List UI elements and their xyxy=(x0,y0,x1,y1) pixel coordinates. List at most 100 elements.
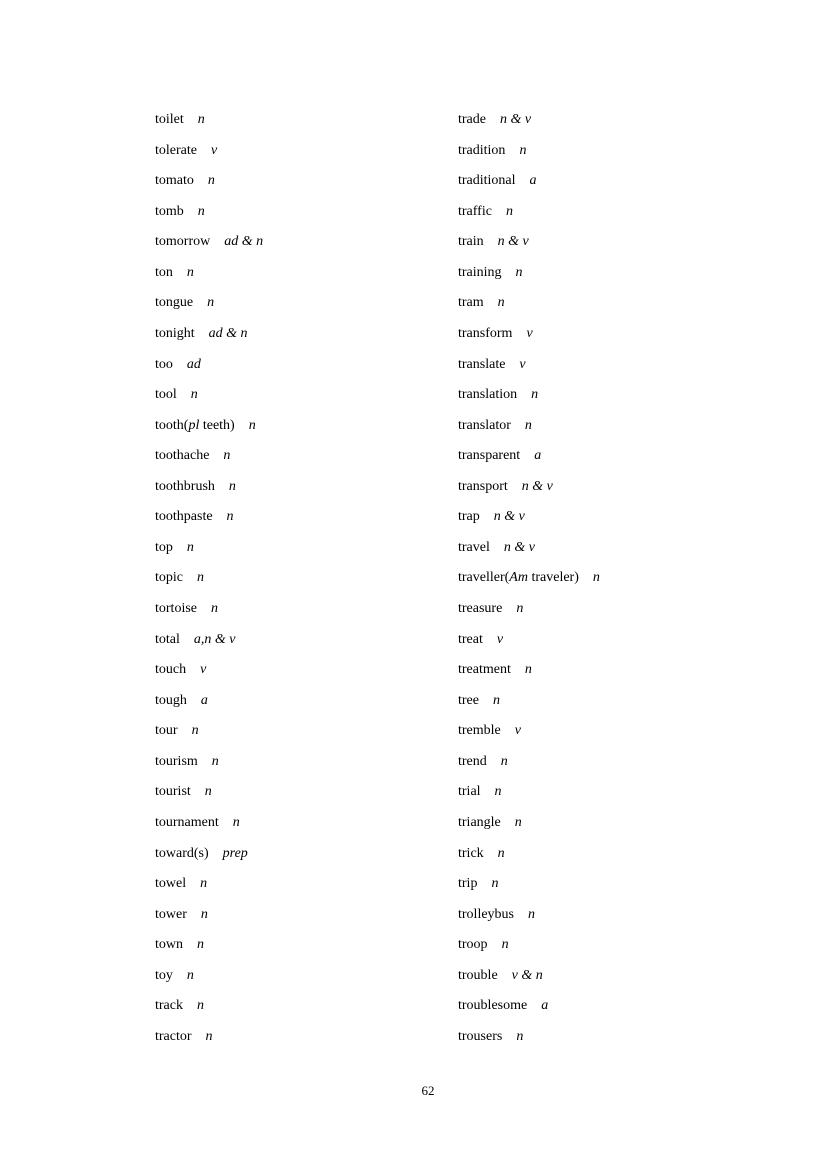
part-of-speech: a xyxy=(534,448,542,464)
word-entry: tourist n xyxy=(155,783,263,814)
word-entry: trade n & v xyxy=(458,111,600,142)
headword: tomorrow xyxy=(155,234,210,249)
word-entry: toward(s) prep xyxy=(155,845,263,876)
word-entry: town n xyxy=(155,936,263,967)
part-of-speech: n xyxy=(514,814,522,830)
part-of-speech: n & v xyxy=(497,234,529,250)
headword: troublesome xyxy=(458,998,527,1013)
headword-text: toothbrush xyxy=(155,478,215,494)
part-of-speech: n xyxy=(207,173,215,189)
headword-text: treasure xyxy=(458,601,503,616)
headword: transport xyxy=(458,479,508,494)
headword: tooth(pl teeth) xyxy=(155,418,235,433)
word-entry: translation n xyxy=(458,386,600,417)
word-entry: tourism n xyxy=(155,753,263,784)
headword: travel xyxy=(458,540,490,555)
part-of-speech: n xyxy=(223,448,231,464)
part-of-speech: n xyxy=(205,1028,213,1044)
part-of-speech: n xyxy=(232,814,240,830)
headword-text: troop xyxy=(458,937,488,953)
part-of-speech: a,n & v xyxy=(193,631,236,647)
word-entry: travel n & v xyxy=(458,539,600,570)
headword: tongue xyxy=(155,295,193,310)
part-of-speech: n xyxy=(497,295,505,311)
headword-text: tolerate xyxy=(155,142,197,158)
word-entry: tolerate v xyxy=(155,142,263,173)
headword: traditional xyxy=(458,173,516,188)
headword: traffic xyxy=(458,204,492,219)
headword-text: tournament xyxy=(155,814,219,830)
part-of-speech: n xyxy=(501,937,509,953)
headword-text: total xyxy=(155,631,180,647)
headword: topic xyxy=(155,570,183,585)
part-of-speech: n xyxy=(196,998,204,1014)
headword-text: translator xyxy=(458,417,511,433)
headword-text: tradition xyxy=(458,142,506,158)
headword: tolerate xyxy=(155,143,197,158)
headword: trolleybus xyxy=(458,907,514,922)
word-entry: translator n xyxy=(458,417,600,448)
headword-text: town xyxy=(155,937,183,953)
headword: translation xyxy=(458,387,517,402)
headword-text: troublesome xyxy=(458,998,528,1014)
headword: trick xyxy=(458,846,484,861)
headword: training xyxy=(458,265,502,280)
part-of-speech: n xyxy=(592,570,600,586)
headword-text: teeth) xyxy=(199,417,235,433)
word-entry: trend n xyxy=(458,753,600,784)
headword: track xyxy=(155,998,183,1013)
part-of-speech: n xyxy=(211,753,219,769)
headword: toothache xyxy=(155,448,209,463)
part-of-speech: n xyxy=(186,264,194,280)
headword-text: tomorrow xyxy=(155,234,211,250)
word-entry: trap n & v xyxy=(458,508,600,539)
headword: toward(s) xyxy=(155,846,209,861)
part-of-speech: n xyxy=(531,387,539,403)
headword: tractor xyxy=(155,1029,192,1044)
headword-text: trousers xyxy=(458,1028,503,1044)
headword-note: Am xyxy=(509,570,528,586)
part-of-speech: n xyxy=(494,784,502,800)
headword: treatment xyxy=(458,662,511,677)
word-entry: tonight ad & n xyxy=(155,325,263,356)
headword-text: toilet xyxy=(155,112,184,127)
headword: tomb xyxy=(155,204,184,219)
headword: trial xyxy=(458,784,481,799)
word-entry: ton n xyxy=(155,264,263,295)
word-entry: transform v xyxy=(458,325,600,356)
word-entry: total a,n & v xyxy=(155,631,263,662)
part-of-speech: n xyxy=(524,417,532,433)
part-of-speech: a xyxy=(529,173,537,189)
headword-text: train xyxy=(458,234,484,250)
word-entry: traffic n xyxy=(458,203,600,234)
part-of-speech: a xyxy=(541,998,549,1014)
part-of-speech: a xyxy=(200,692,208,708)
part-of-speech: n xyxy=(497,845,505,861)
part-of-speech: n xyxy=(197,570,204,586)
headword-text: tree xyxy=(458,692,479,708)
word-entry: tortoise n xyxy=(155,600,263,631)
headword-text: traffic xyxy=(458,203,492,219)
headword-text: tractor xyxy=(155,1028,192,1044)
headword: translate xyxy=(458,357,505,372)
part-of-speech: ad & n xyxy=(208,325,248,341)
headword-text: tonight xyxy=(155,325,195,341)
headword: tremble xyxy=(458,723,501,738)
headword: trend xyxy=(458,754,487,769)
headword-text: traveller( xyxy=(458,570,510,586)
word-entry: train n & v xyxy=(458,233,600,264)
word-entry: toothbrush n xyxy=(155,478,263,509)
headword: tradition xyxy=(458,143,505,158)
headword-text: top xyxy=(155,539,173,555)
headword-text: training xyxy=(458,264,502,280)
part-of-speech: n xyxy=(516,601,524,616)
word-entry: toothpaste n xyxy=(155,508,263,539)
part-of-speech: v xyxy=(496,631,504,647)
word-entry: tooth(pl teeth) n xyxy=(155,417,263,448)
headword-text: too xyxy=(155,356,173,372)
headword-text: transport xyxy=(458,478,508,494)
headword-text: tourist xyxy=(155,784,191,800)
word-entry: top n xyxy=(155,539,263,570)
part-of-speech: n xyxy=(226,509,234,525)
part-of-speech: n xyxy=(204,784,212,800)
